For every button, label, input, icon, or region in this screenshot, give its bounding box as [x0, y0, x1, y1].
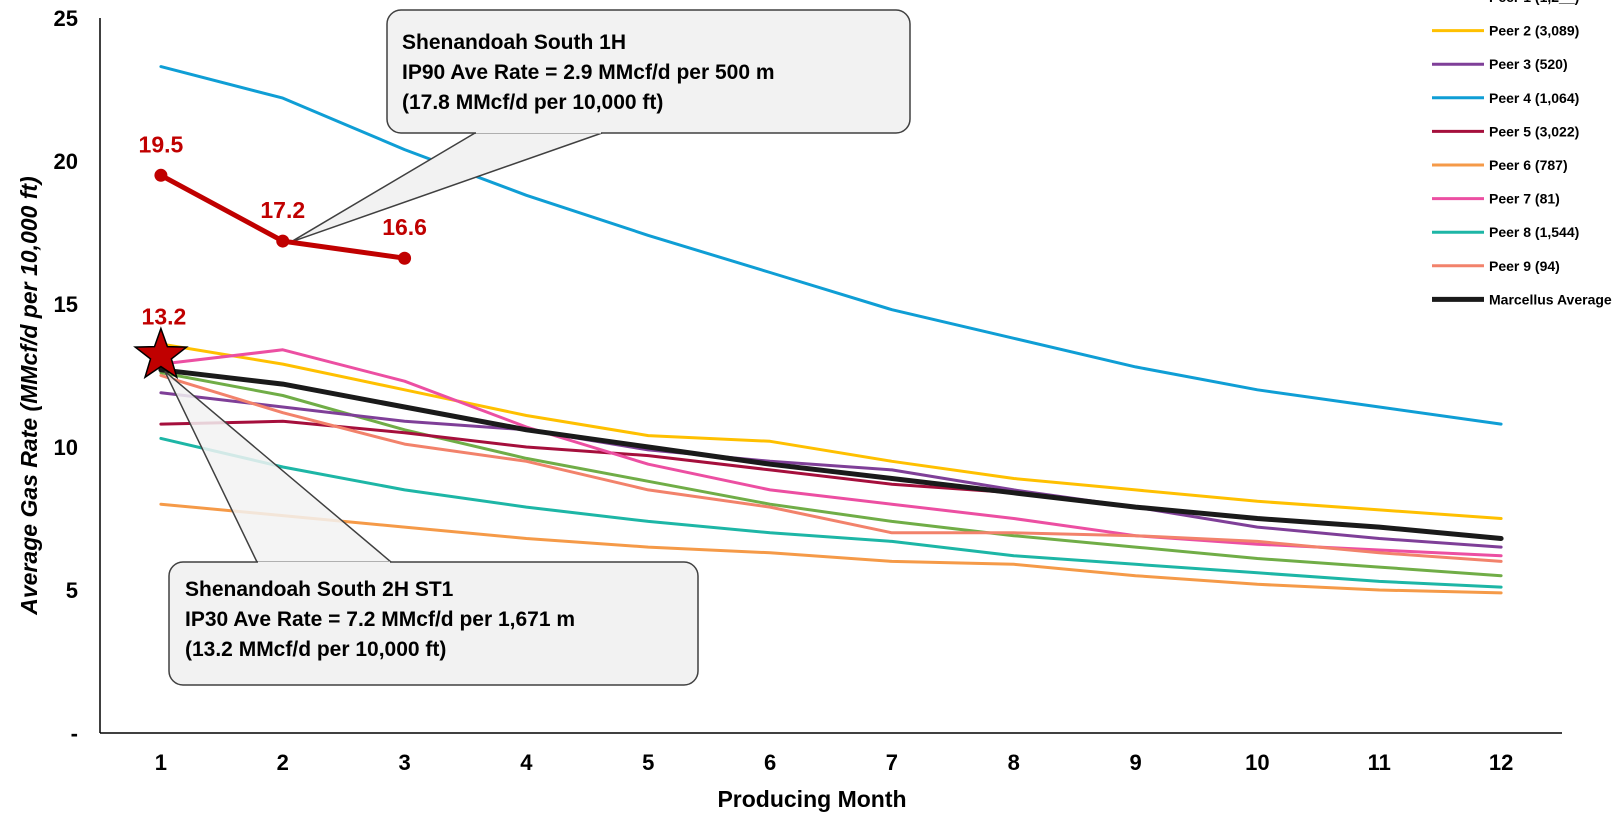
well-1h-marker	[154, 168, 168, 182]
legend-label: Peer 6 (787)	[1489, 157, 1568, 173]
x-tick-label: 2	[277, 750, 289, 775]
x-tick-label: 7	[886, 750, 898, 775]
y-tick-label: 5	[66, 578, 78, 603]
data-label: 19.5	[139, 131, 184, 157]
legend-label: Peer 1 (1,2__)	[1489, 0, 1579, 5]
legend-label: Peer 5 (3,022)	[1489, 123, 1579, 139]
legend-label: Peer 2 (3,089)	[1489, 23, 1579, 39]
y-tick-label: 10	[54, 435, 78, 460]
x-tick-label: 11	[1368, 750, 1391, 775]
callout-text: IP90 Ave Rate = 2.9 MMcf/d per 500 m	[402, 61, 775, 84]
x-tick-label: 8	[1008, 750, 1020, 775]
series-line	[159, 374, 1503, 563]
series-line	[159, 348, 1503, 558]
series-line	[159, 342, 1503, 520]
callout-box	[386, 9, 911, 134]
callout-pointer	[290, 132, 603, 243]
legend-label: Marcellus Average	[1489, 291, 1612, 307]
series-line	[159, 391, 1503, 549]
series-line	[159, 371, 1503, 578]
y-tick-label: -	[71, 721, 78, 746]
callout-layer: Shenandoah South 1H IP90 Ave Rate = 2.9 M…	[164, 9, 911, 686]
x-tick-label: 12	[1489, 750, 1513, 775]
data-label: 13.2	[142, 303, 187, 329]
series-layer	[158, 65, 1504, 595]
x-tick-label: 5	[642, 750, 654, 775]
y-tick-label: 15	[54, 292, 78, 317]
x-tick-label: 3	[398, 750, 410, 775]
x-tick-label: 6	[764, 750, 776, 775]
callout-text: Shenandoah South 1H	[402, 31, 626, 54]
legend-label: Peer 4 (1,064)	[1489, 90, 1579, 106]
y-axis-title: Average Gas Rate (MMcf/d per 10,000 ft)	[16, 176, 42, 615]
well-1h-marker	[276, 234, 290, 248]
legend-label: Peer 8 (1,544)	[1489, 224, 1579, 240]
legend-label: Peer 3 (520)	[1489, 56, 1568, 72]
y-tick-label: 20	[54, 149, 78, 174]
legend-label: Peer 9 (94)	[1489, 258, 1560, 274]
callout-text: Shenandoah South 2H ST1	[185, 578, 454, 601]
x-axis-title: Producing Month	[717, 786, 906, 812]
callout-text: (13.2 MMcf/d per 10,000 ft)	[185, 638, 446, 661]
well-layer: 19.5 17.2 16.6 13.2	[133, 131, 427, 380]
y-tick-label: 25	[54, 6, 78, 31]
series-line	[159, 502, 1503, 595]
series-line	[158, 367, 1504, 541]
x-tick-label: 1	[155, 750, 167, 775]
callout-text: (17.8 MMcf/d per 10,000 ft)	[402, 91, 663, 114]
x-tick-label: 9	[1129, 750, 1141, 775]
callout-box	[168, 561, 699, 686]
legend: Peer 1 (1,2__) Peer 2 (3,089) Peer 3 (520)…	[1432, 0, 1612, 307]
x-tick-label: 10	[1245, 750, 1269, 775]
star-marker	[133, 326, 189, 380]
x-tick-label: 4	[520, 750, 533, 775]
callout-text: IP30 Ave Rate = 7.2 MMcf/d per 1,671 m	[185, 608, 575, 631]
data-label: 16.6	[382, 214, 427, 240]
data-label: 17.2	[260, 197, 305, 223]
legend-label: Peer 7 (81)	[1489, 191, 1560, 207]
series-line	[159, 436, 1503, 589]
well-1h-marker	[398, 251, 412, 265]
series-line	[159, 65, 1503, 426]
